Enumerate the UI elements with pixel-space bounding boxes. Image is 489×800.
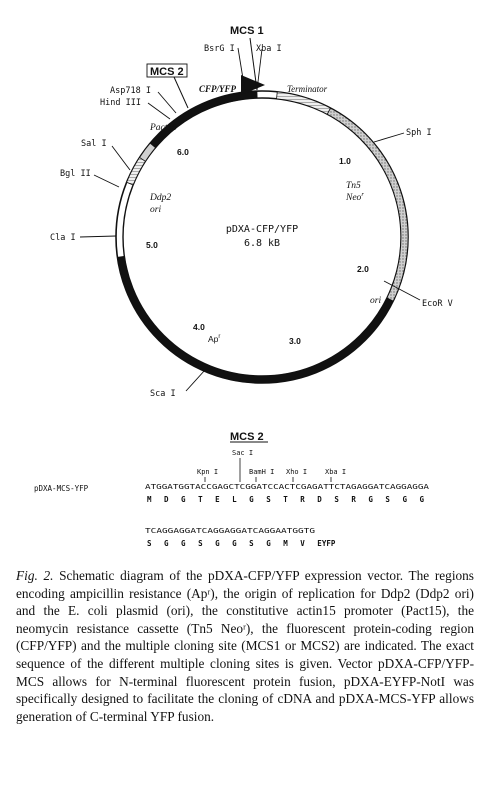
arc-tn5-neo — [326, 107, 409, 315]
site-cla1: Cla I — [50, 233, 76, 243]
seq-site-xho: Xho I — [286, 468, 307, 476]
seq-aa-line1: M D G T E L G S T R D S R G S G G — [147, 495, 424, 504]
seq-site-xba: Xba I — [325, 468, 346, 476]
label-ori: ori — [370, 296, 381, 306]
plasmid-inner-ring — [122, 97, 402, 377]
coord-1: 1.0 — [339, 156, 351, 166]
coord-5: 5.0 — [146, 240, 158, 250]
seq-title: MCS 2 — [230, 431, 264, 443]
seq-dna-line2: TCAGGAGGATCAGGAGGATCAGGAATGGTG — [145, 527, 315, 535]
arc-ddp2-lower — [116, 255, 160, 336]
site-hind3: Hind III — [100, 98, 141, 108]
label-tn5: Tn5 — [346, 181, 361, 191]
label-terminator: Terminator — [287, 84, 328, 94]
coord-3: 3.0 — [289, 336, 301, 346]
plasmid-name: pDXA-CFP/YFP — [226, 224, 298, 235]
coord-2: 2.0 — [357, 264, 369, 274]
seq-vector-label: pDXA-MCS-YFP — [34, 484, 89, 493]
label-cfp-yfp: CFP/YFP — [199, 84, 237, 94]
mcs1-line — [249, 37, 258, 91]
seq-site-ticks — [204, 458, 332, 482]
label-pact15: Pact15 — [149, 123, 177, 133]
arc-terminator — [276, 91, 332, 115]
mcs2-box — [146, 63, 188, 78]
seq-site-bamh: BamH I — [249, 468, 274, 476]
cfp-yfp-arrowhead — [241, 75, 265, 95]
label-apr: Apr — [208, 334, 220, 344]
coord-6: 6.0 — [177, 147, 189, 157]
seq-aa-line2: S G G S G G S G M V EYFP — [147, 539, 336, 548]
site-xba1: Xba I — [256, 44, 282, 54]
site-bgl2: Bgl II — [60, 169, 91, 179]
site-asp718: Asp718 I — [110, 86, 151, 96]
arc-ampicillin — [140, 297, 394, 384]
seq-site-sac: Sac I — [232, 449, 253, 457]
seq-site-kpn: Kpn I — [197, 468, 218, 476]
mcs2-label: MCS 2 — [150, 66, 184, 78]
site-lines — [79, 47, 421, 392]
site-ecorv: EcoR V — [422, 299, 453, 309]
mcs2-line — [173, 76, 189, 109]
seq-dna-line1: ATGGATGGTACCGAGCTCGGATCCACTCGAGATTCTAGAG… — [145, 483, 429, 491]
figure-caption: Fig. 2. Schematic diagram of the pDXA-CF… — [16, 567, 474, 725]
plasmid-diagram: MCS 1 MCS 2 BsrG I Xba I Asp718 I Hind I… — [34, 25, 453, 548]
caption-text: Schematic diagram of the pDXA-CFP/YFP ex… — [16, 568, 474, 724]
site-sal1: Sal I — [81, 139, 107, 149]
site-bsrg1: BsrG I — [204, 44, 235, 54]
plasmid-size: 6.8 kB — [244, 238, 280, 249]
mcs1-label: MCS 1 — [230, 25, 264, 37]
site-sph1: Sph I — [406, 128, 432, 138]
coord-4: 4.0 — [193, 322, 205, 332]
label-ddp2: Ddp2 — [149, 193, 171, 203]
site-sca1: Sca I — [150, 389, 176, 399]
label-ddp2-ori: ori — [150, 205, 161, 215]
label-neo: Neor — [345, 191, 364, 203]
arc-cfp-yfp — [149, 90, 258, 149]
caption-fig-number: Fig. 2. — [16, 568, 54, 583]
